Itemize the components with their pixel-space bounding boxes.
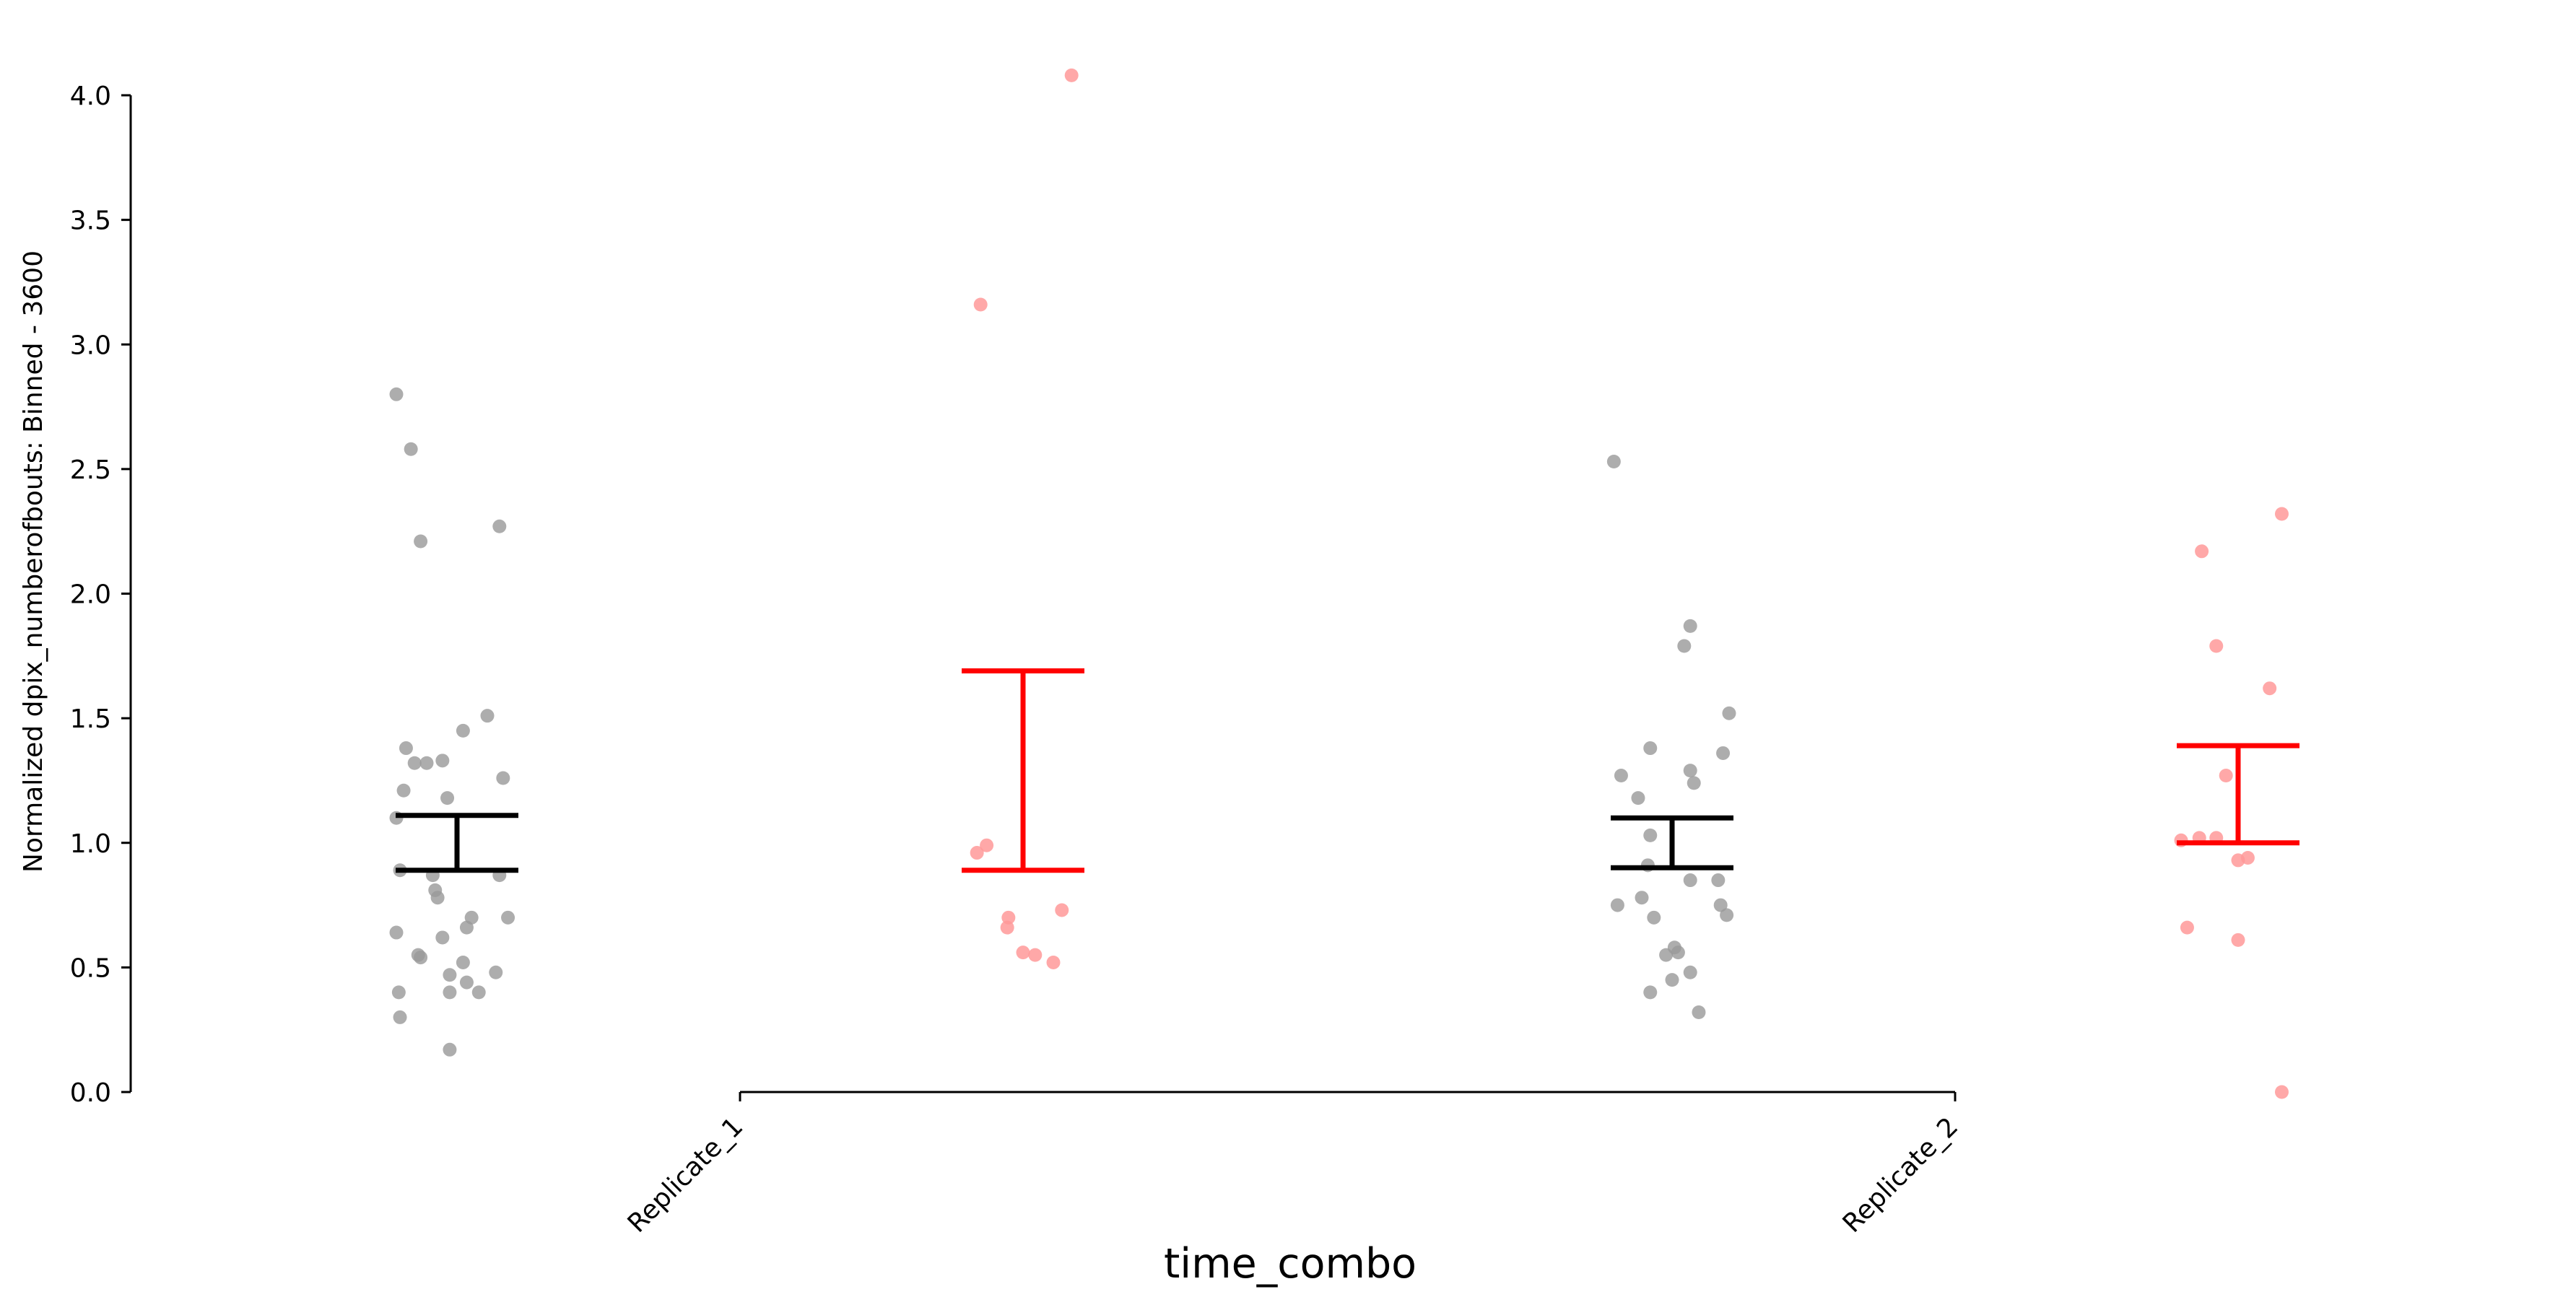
data-point: [2274, 1085, 2289, 1099]
data-point: [1643, 985, 1658, 1000]
data-point: [1659, 948, 1674, 962]
data-point: [1687, 776, 1701, 790]
x-tick-label: Replicate_2: [1837, 1112, 1964, 1239]
data-point: [480, 709, 495, 723]
error-bar: [2177, 743, 2299, 846]
data-point: [407, 756, 422, 770]
data-point: [2209, 639, 2224, 653]
data-point: [391, 985, 406, 1000]
data-point: [1665, 973, 1679, 987]
data-point: [1683, 619, 1697, 633]
data-point: [414, 534, 428, 549]
data-point: [1064, 68, 1079, 82]
data-point: [1606, 455, 1621, 469]
data-point: [404, 442, 418, 456]
data-point: [2263, 681, 2277, 696]
data-point: [496, 771, 510, 785]
data-point: [2219, 769, 2233, 783]
y-tick-label: 3.5: [70, 206, 111, 236]
data-point: [1643, 741, 1658, 756]
data-point: [443, 968, 457, 982]
data-point: [1683, 873, 1697, 888]
data-point: [1716, 746, 1731, 760]
data-point: [1692, 1005, 1706, 1020]
x-axis: Replicate_1 Replicate_2: [622, 1091, 1964, 1239]
y-tick-label: 1.5: [70, 704, 111, 734]
data-point: [1001, 910, 1016, 925]
y-axis: 0.0 0.5 1.0 1.5 2.0 2.5 3.0 3.5 4.0: [70, 82, 132, 1108]
data-point: [1016, 946, 1030, 960]
y-axis-title: Normalized dpix_numberofbouts: Binned - …: [19, 250, 48, 873]
data-point: [443, 1042, 457, 1057]
data-point: [1713, 898, 1728, 912]
data-point: [489, 965, 503, 979]
data-point: [459, 920, 474, 935]
data-point: [414, 951, 428, 965]
error-bar: [1611, 815, 1733, 870]
data-point: [1631, 791, 1645, 805]
error-bars: [396, 668, 2299, 873]
data-point: [1635, 891, 1649, 905]
data-point: [2231, 933, 2245, 947]
data-point: [399, 741, 413, 756]
data-point: [1671, 946, 1685, 960]
data-point: [1677, 639, 1692, 653]
data-point: [1683, 764, 1697, 778]
data-point: [1046, 955, 1061, 969]
data-points: [389, 68, 2289, 1099]
data-point: [443, 985, 457, 1000]
y-tick-label: 4.0: [70, 82, 111, 111]
data-point: [389, 925, 404, 940]
data-point: [419, 756, 434, 770]
data-point: [435, 754, 450, 768]
error-bar: [962, 668, 1084, 873]
data-point: [1643, 828, 1658, 842]
data-point: [980, 838, 994, 852]
data-point: [1610, 898, 1624, 912]
data-point: [430, 891, 445, 905]
data-point: [456, 723, 470, 738]
data-point: [435, 930, 450, 945]
data-point: [1683, 965, 1697, 979]
data-point: [459, 975, 474, 990]
y-tick-label: 2.0: [70, 580, 111, 610]
y-tick-label: 1.0: [70, 829, 111, 859]
data-point: [1614, 769, 1628, 783]
data-point: [1000, 920, 1014, 935]
data-point: [471, 985, 486, 1000]
data-point: [2240, 850, 2255, 865]
data-point: [440, 791, 455, 805]
y-tick-label: 0.5: [70, 953, 111, 983]
y-tick-label: 3.0: [70, 331, 111, 360]
data-point: [1028, 948, 1043, 962]
data-point: [501, 910, 515, 925]
data-point: [396, 783, 411, 798]
data-point: [1055, 903, 1069, 917]
data-point: [492, 519, 507, 533]
data-point: [2180, 920, 2194, 935]
x-tick-label: Replicate_1: [622, 1112, 749, 1239]
data-point: [1722, 706, 1736, 720]
error-bar: [396, 813, 518, 873]
data-point: [389, 387, 404, 401]
data-point: [1711, 873, 1726, 888]
data-point: [456, 955, 470, 969]
y-tick-label: 0.0: [70, 1078, 111, 1108]
data-point: [970, 846, 984, 860]
data-point: [393, 1010, 407, 1024]
data-point: [1720, 908, 1734, 922]
data-point: [973, 297, 988, 312]
data-point: [2274, 507, 2289, 521]
data-point: [2195, 544, 2209, 559]
x-axis-title: time_combo: [1164, 1240, 1417, 1288]
y-tick-label: 2.5: [70, 455, 111, 485]
data-point: [1647, 910, 1661, 925]
